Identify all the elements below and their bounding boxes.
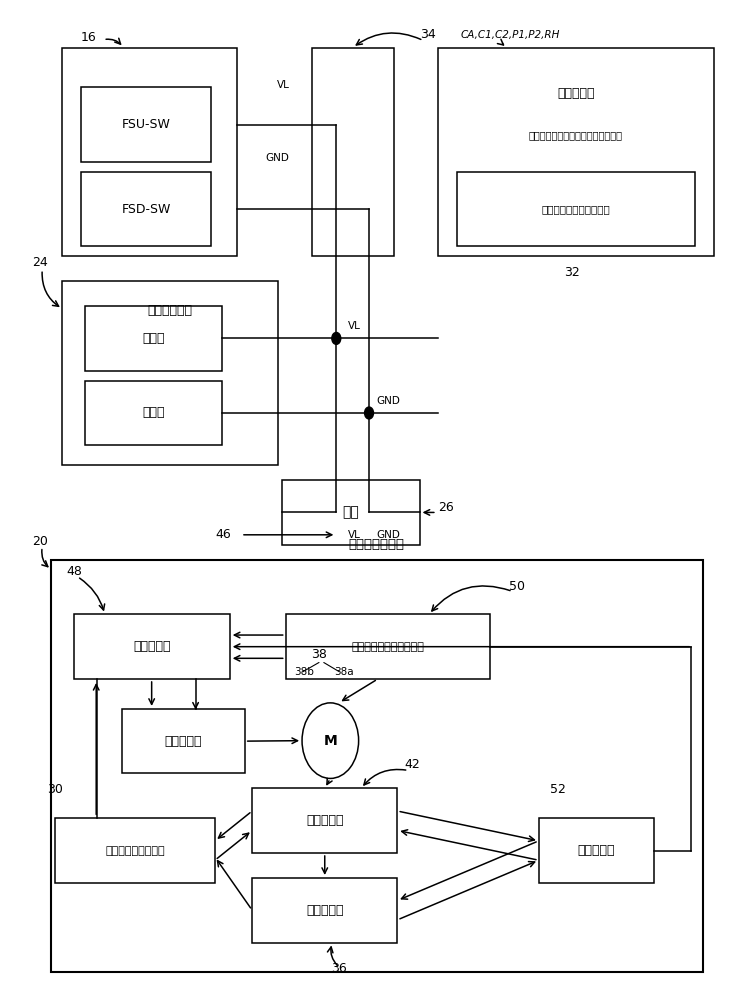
- Text: 自行车部件: 自行车部件: [557, 87, 595, 100]
- Text: 电自行车拨链器: 电自行车拨链器: [349, 538, 405, 551]
- Text: 36: 36: [332, 962, 347, 975]
- Bar: [62, 281, 278, 465]
- Bar: [282, 480, 420, 545]
- Text: 46: 46: [215, 528, 231, 541]
- Text: 24: 24: [32, 256, 48, 269]
- Text: 38: 38: [311, 648, 327, 661]
- Text: 26: 26: [438, 501, 454, 514]
- Text: 显示器: 显示器: [142, 332, 165, 345]
- Text: 52: 52: [550, 783, 566, 796]
- Text: VL: VL: [347, 530, 360, 540]
- Bar: [81, 172, 212, 246]
- Bar: [51, 560, 703, 972]
- Text: 位置传感器: 位置传感器: [578, 844, 615, 857]
- Bar: [85, 306, 223, 371]
- Circle shape: [302, 703, 358, 778]
- Bar: [457, 172, 695, 246]
- Text: 30: 30: [47, 783, 63, 796]
- Text: 检测装置（转矩传感器）: 检测装置（转矩传感器）: [542, 204, 610, 214]
- Text: 链条引导件: 链条引导件: [306, 904, 344, 917]
- Text: 38a: 38a: [334, 667, 354, 677]
- Text: 38b: 38b: [295, 667, 314, 677]
- Text: 控制器: 控制器: [142, 406, 165, 419]
- Text: VL: VL: [347, 321, 360, 331]
- Text: FSU-SW: FSU-SW: [122, 118, 170, 131]
- Text: 换挡控制器: 换挡控制器: [133, 640, 170, 653]
- Text: 50: 50: [509, 579, 525, 592]
- Bar: [81, 87, 212, 162]
- Text: 检测装置（电流传感器）: 检测装置（电流传感器）: [352, 642, 424, 652]
- Text: M: M: [323, 734, 338, 748]
- Text: 马达驱动部: 马达驱动部: [306, 814, 344, 827]
- Text: GND: GND: [266, 153, 290, 163]
- Bar: [252, 788, 398, 853]
- Text: 42: 42: [405, 758, 421, 772]
- Text: 48: 48: [66, 565, 82, 578]
- Text: 自行车计算机: 自行车计算机: [148, 304, 193, 317]
- Text: CA,C1,C2,P1,P2,RH: CA,C1,C2,P1,P2,RH: [460, 30, 560, 40]
- Text: 32: 32: [564, 266, 580, 279]
- Bar: [438, 48, 714, 256]
- Bar: [62, 48, 237, 256]
- Bar: [85, 381, 223, 445]
- Text: 34: 34: [420, 28, 436, 41]
- Text: 电源: 电源: [343, 505, 359, 519]
- Bar: [74, 614, 230, 679]
- Text: 检测装置（应变计）: 检测装置（应变计）: [105, 846, 165, 856]
- Bar: [252, 878, 398, 943]
- Bar: [286, 614, 490, 679]
- Circle shape: [364, 407, 374, 419]
- Text: 马达驱动器: 马达驱动器: [164, 735, 202, 748]
- Text: 16: 16: [81, 31, 97, 44]
- Bar: [55, 818, 215, 883]
- Text: GND: GND: [376, 530, 400, 540]
- Text: （曲柄轴、曲柄臂、踏板、后花鼓）: （曲柄轴、曲柄臂、踏板、后花鼓）: [529, 130, 623, 140]
- Text: 20: 20: [32, 535, 49, 548]
- Bar: [538, 818, 654, 883]
- Circle shape: [332, 332, 340, 344]
- Bar: [122, 709, 244, 773]
- Bar: [312, 48, 394, 256]
- Text: VL: VL: [277, 80, 290, 90]
- Text: FSD-SW: FSD-SW: [122, 203, 171, 216]
- Text: GND: GND: [376, 396, 400, 406]
